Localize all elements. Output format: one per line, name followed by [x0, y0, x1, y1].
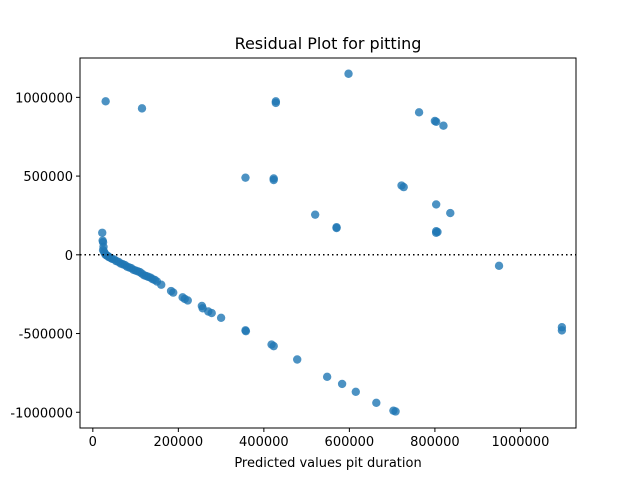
residual-point [207, 308, 216, 318]
x-tick-label: 1000000 [491, 435, 549, 450]
residual-point [293, 355, 302, 364]
residual-point [439, 121, 448, 130]
residual-point [157, 280, 166, 289]
residual-point [322, 372, 332, 382]
y-tick-label: 500000 [23, 170, 73, 185]
x-tick-label: 200000 [154, 435, 204, 450]
plot-area [80, 69, 576, 416]
y-axis-ticks: -1000000 -500000 0 500000 1000000 [10, 91, 80, 421]
residual-point [431, 228, 441, 237]
y-tick-label: -1000000 [10, 406, 73, 421]
residual-point [241, 326, 251, 336]
x-axis-ticks: 0 200000 400000 600000 800000 1000000 [89, 428, 549, 450]
residual-point [271, 98, 281, 108]
residual-point [310, 210, 320, 219]
y-tick-label: -500000 [19, 328, 73, 343]
residual-point [494, 261, 504, 271]
residual-point [431, 117, 441, 126]
residual-point [399, 182, 408, 192]
residual-point [269, 175, 278, 185]
residual-point [344, 69, 353, 78]
x-tick-label: 800000 [410, 435, 460, 450]
chart-title: Residual Plot for pitting [235, 34, 422, 53]
residual-point [241, 173, 250, 182]
residual-point [169, 288, 178, 297]
residual-point [137, 104, 147, 113]
residual-point [332, 223, 341, 233]
x-axis-label: Predicted values pit duration [234, 456, 421, 471]
residual-point [101, 97, 110, 106]
y-tick-label: 0 [65, 249, 73, 264]
residual-point [183, 296, 192, 305]
residual-point [337, 379, 347, 389]
residual-point [446, 208, 455, 218]
residual-point [391, 407, 400, 416]
x-tick-label: 0 [89, 435, 97, 450]
residual-point [557, 326, 567, 335]
y-tick-label: 1000000 [15, 91, 73, 106]
residual-point [98, 228, 107, 237]
residual-point [351, 387, 360, 396]
residual-point [414, 108, 424, 117]
residual-point [269, 341, 278, 351]
residual-point [372, 398, 381, 408]
residual-point [431, 200, 441, 209]
x-tick-label: 600000 [325, 435, 375, 450]
x-tick-label: 400000 [239, 435, 289, 450]
plot-frame [79, 57, 577, 429]
residual-point [216, 313, 226, 322]
